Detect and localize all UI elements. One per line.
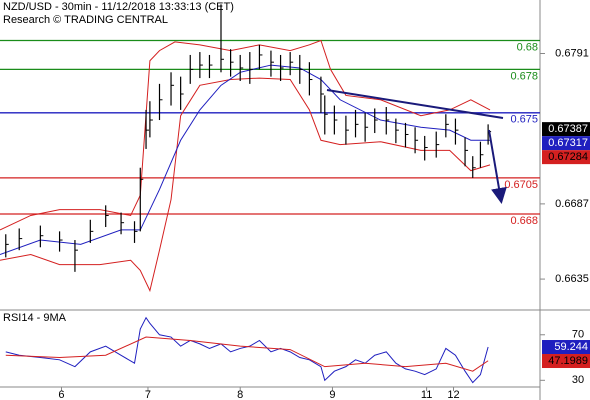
level-label: 0.668 [510,215,538,227]
price-box [542,122,590,137]
level-label: 0.678 [510,70,538,82]
y-tick-label: 0.6791 [555,47,589,59]
level-label: 0.6705 [504,179,538,191]
y-tick-label: 70 [572,329,584,341]
chart-subtitle: Research © TRADING CENTRAL [3,14,168,26]
y-tick-label: 30 [572,374,584,386]
forecast-arrow [488,129,507,204]
price-box-label: 0.67317 [548,137,588,149]
series-line [0,77,491,293]
x-tick-label: 12 [447,389,459,400]
series-line [5,336,489,372]
y-tick-label: 0.6687 [555,198,589,210]
level-label: 0.68 [517,41,538,53]
rsi-title: RSI14 - 9MA [3,312,67,324]
y-tick-label: 0.6635 [555,273,589,285]
price-box-label: 47.1989 [548,355,588,367]
series-line [5,316,489,384]
level-label: 0.675 [510,114,538,126]
x-tick-label: 11 [421,389,432,400]
price-box [542,354,590,369]
x-tick-label: 6 [58,389,64,400]
price-box [542,150,590,165]
x-tick-label: 8 [237,389,243,400]
price-box [542,136,590,151]
trend-line [326,89,504,119]
plot: 6 7 8 9 11 12 0.6791 0.6687 0.6635 0.68 0.678 0.675… [0,4,590,400]
price-box-label: 59.244 [554,341,588,353]
chart-title: NZD/USD - 30min - 11/12/2018 13:33:13 (C… [3,1,234,13]
price-box-label: 0.67284 [548,151,588,163]
price-box-label: 0.67387 [548,123,588,135]
x-tick-label: 7 [145,389,151,400]
series-line [0,39,491,231]
price-box [542,340,590,355]
x-tick-label: 9 [329,389,335,400]
